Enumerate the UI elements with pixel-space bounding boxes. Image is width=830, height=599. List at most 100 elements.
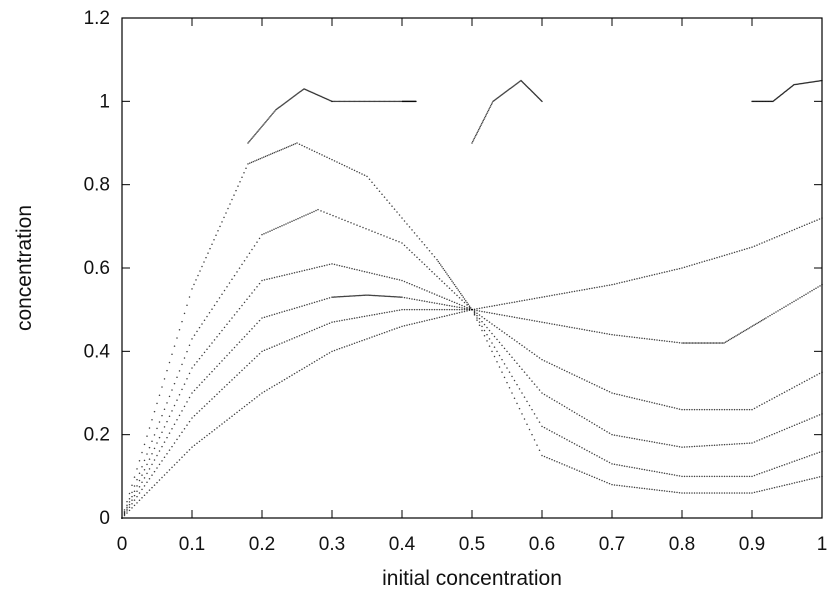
data-point [339, 265, 341, 267]
data-point [776, 396, 778, 398]
data-point [707, 342, 709, 344]
data-point [203, 261, 205, 263]
data-point [809, 479, 811, 481]
data-point [246, 365, 248, 367]
data-point [751, 409, 753, 411]
data-point [321, 265, 323, 267]
data-point [726, 340, 728, 342]
data-point [559, 325, 561, 327]
data-point [229, 417, 231, 419]
data-point [301, 368, 303, 370]
y-tick-label: 0 [99, 508, 110, 529]
data-point [669, 491, 671, 493]
data-point [181, 364, 183, 366]
data-point [366, 338, 368, 340]
data-point [729, 339, 731, 341]
data-point [289, 273, 291, 275]
data-point [269, 315, 271, 317]
data-point [279, 150, 281, 152]
data-point [434, 256, 436, 258]
data-point [224, 357, 226, 359]
data-point [409, 283, 411, 285]
data-point [265, 121, 267, 123]
data-point [269, 230, 271, 232]
data-point [519, 317, 521, 319]
data-point [661, 490, 663, 492]
data-point [604, 459, 606, 461]
data-point [599, 479, 601, 481]
data-point [679, 268, 681, 270]
data-point [624, 485, 626, 487]
data-point [279, 226, 281, 228]
series-9 [471, 309, 823, 448]
data-point [411, 309, 413, 311]
data-point [461, 309, 463, 311]
data-point [414, 309, 416, 311]
data-point [344, 220, 346, 222]
data-point [579, 415, 581, 417]
data-point [266, 389, 268, 391]
data-point [606, 285, 608, 287]
data-point [239, 341, 241, 343]
data-point [184, 454, 186, 456]
data-point [756, 323, 758, 325]
data-point [381, 333, 383, 335]
data-point [791, 230, 793, 232]
data-point [619, 485, 621, 487]
data-point [225, 212, 227, 214]
data-point [709, 259, 711, 261]
data-point [489, 107, 491, 109]
data-point [469, 308, 471, 310]
data-point [571, 410, 573, 412]
data-point [286, 274, 288, 276]
data-point [666, 490, 668, 492]
data-point [511, 302, 513, 304]
data-point [656, 339, 658, 341]
data-point [489, 345, 491, 347]
data-point [396, 279, 398, 281]
data-point [374, 335, 376, 337]
data-point [316, 328, 318, 330]
data-point [490, 105, 492, 107]
data-point [739, 443, 741, 445]
data-point [291, 374, 293, 376]
data-point [524, 418, 526, 420]
data-point [732, 337, 734, 339]
data-point [506, 315, 508, 317]
data-point [666, 340, 668, 342]
data-point [441, 304, 443, 306]
data-point [166, 453, 168, 455]
data-point [365, 228, 367, 230]
data-point [699, 445, 701, 447]
data-point [773, 312, 775, 314]
data-point [279, 343, 281, 345]
data-point [696, 492, 698, 494]
data-point [254, 160, 256, 162]
data-point [794, 482, 796, 484]
data-point [499, 366, 501, 368]
data-point [621, 395, 623, 397]
data-point [156, 455, 158, 457]
data-point [539, 389, 541, 391]
data-point [801, 296, 803, 298]
data-point [354, 170, 356, 172]
data-point [799, 481, 801, 483]
data-point [796, 460, 798, 462]
data-point [303, 215, 305, 217]
series-14 [471, 80, 543, 144]
data-point [291, 308, 293, 310]
data-point [719, 409, 721, 411]
data-point [486, 340, 488, 342]
data-point [499, 314, 501, 316]
data-point [219, 425, 221, 427]
data-point [136, 479, 138, 481]
data-point [205, 257, 207, 259]
data-point [796, 385, 798, 387]
data-point [349, 267, 351, 269]
data-point [746, 248, 748, 250]
data-point [362, 227, 364, 229]
data-point [601, 332, 603, 334]
data-point [584, 379, 586, 381]
data-point [681, 446, 683, 448]
data-point [481, 321, 483, 323]
